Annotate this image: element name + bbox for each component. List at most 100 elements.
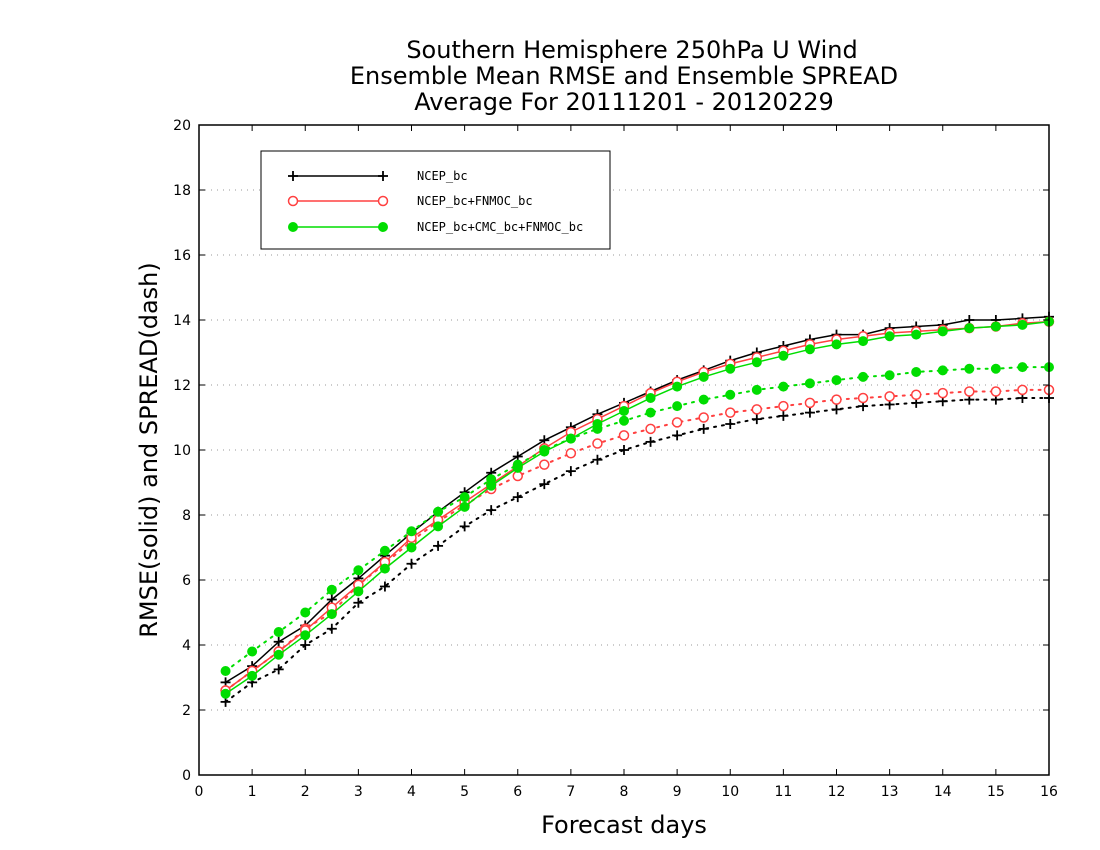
x-tick-label: 10 bbox=[721, 784, 739, 800]
x-tick-label: 3 bbox=[354, 784, 363, 800]
series-rmse-point bbox=[326, 609, 337, 620]
series-spread-point bbox=[619, 445, 629, 455]
series-spread-point bbox=[379, 545, 390, 556]
series-spread-point bbox=[698, 423, 709, 434]
series-rmse-point bbox=[858, 336, 869, 347]
series-spread-point bbox=[698, 394, 709, 405]
series-rmse-point bbox=[379, 563, 390, 574]
series-spread-point bbox=[539, 479, 550, 490]
x-tick-label: 4 bbox=[407, 784, 416, 800]
series-spread-point bbox=[671, 417, 683, 428]
series-spread-point bbox=[725, 407, 736, 418]
series-spread-point bbox=[831, 375, 842, 386]
series-spread-line bbox=[224, 366, 1050, 672]
series-spread-point bbox=[778, 381, 789, 392]
series-rmse-point bbox=[539, 446, 550, 457]
series-rmse-point bbox=[804, 344, 815, 355]
y-tick-label: 10 bbox=[173, 443, 191, 459]
x-tick-label: 14 bbox=[934, 784, 952, 800]
series-spread-point bbox=[990, 363, 1001, 374]
series-spread-point bbox=[406, 558, 417, 569]
series-spread-point bbox=[300, 607, 311, 618]
legend-entry: NCEP_bc+FNMOC_bc bbox=[287, 194, 533, 208]
series-spread-point bbox=[778, 410, 789, 421]
series-2 bbox=[220, 316, 1054, 699]
x-tick-label: 16 bbox=[1040, 784, 1058, 800]
series-spread-point bbox=[778, 400, 789, 412]
series-rmse-point bbox=[565, 433, 576, 444]
series-spread-point bbox=[804, 397, 816, 409]
x-tick-label: 11 bbox=[774, 784, 792, 800]
x-axis-label: Forecast days bbox=[541, 811, 707, 839]
legend-box bbox=[260, 150, 611, 250]
series-rmse-point bbox=[831, 339, 842, 350]
series-spread-point bbox=[512, 492, 523, 503]
y-tick-label: 16 bbox=[173, 248, 191, 264]
legend-marker bbox=[288, 171, 298, 181]
series-spread-point bbox=[247, 646, 258, 657]
series-rmse-point bbox=[273, 649, 284, 660]
y-axis-label: RMSE(solid) and SPREAD(dash) bbox=[135, 262, 163, 638]
series-spread-point bbox=[858, 371, 869, 382]
x-tick-label: 7 bbox=[566, 784, 575, 800]
series-layer bbox=[220, 311, 1055, 707]
series-spread-point bbox=[619, 415, 629, 426]
series-spread-point bbox=[273, 664, 284, 675]
legend-entry: NCEP_bc+CMC_bc+FNMOC_bc bbox=[288, 220, 583, 234]
x-tick-label: 9 bbox=[673, 784, 682, 800]
series-rmse-point bbox=[433, 521, 444, 532]
y-tick-label: 0 bbox=[182, 768, 191, 784]
series-spread-point bbox=[645, 436, 656, 447]
series-rmse-point bbox=[1017, 319, 1028, 330]
series-rmse-point bbox=[247, 670, 258, 681]
series-rmse-point bbox=[751, 357, 762, 368]
legend-marker bbox=[288, 222, 298, 232]
series-spread-point bbox=[645, 407, 656, 418]
x-tick-label: 6 bbox=[513, 784, 522, 800]
series-spread-point bbox=[725, 389, 736, 400]
series-rmse-point bbox=[884, 331, 895, 342]
legend-entry: NCEP_bc bbox=[288, 169, 468, 183]
series-spread-point bbox=[1017, 384, 1028, 396]
x-tick-label: 15 bbox=[987, 784, 1005, 800]
x-tick-label: 12 bbox=[828, 784, 846, 800]
series-spread-point bbox=[910, 389, 922, 400]
series-rmse-point bbox=[937, 326, 948, 337]
series-rmse-point bbox=[619, 406, 629, 416]
y-tick-label: 8 bbox=[182, 508, 191, 524]
legend-label: NCEP_bc bbox=[417, 169, 468, 183]
series-spread-point bbox=[751, 404, 763, 415]
series-spread-point bbox=[459, 492, 470, 503]
series-spread-point bbox=[353, 565, 364, 576]
chart-title-line-2: Ensemble Mean RMSE and Ensemble SPREAD bbox=[350, 62, 898, 90]
series-spread-point bbox=[300, 640, 311, 650]
series-rmse-point bbox=[964, 323, 975, 334]
series-spread-point bbox=[486, 505, 497, 516]
legend-marker bbox=[378, 171, 388, 181]
series-spread-point bbox=[672, 430, 683, 441]
series-spread-point bbox=[433, 540, 444, 551]
series-rmse-point bbox=[406, 542, 417, 553]
y-tick-label: 18 bbox=[173, 183, 191, 199]
series-spread-point bbox=[353, 597, 364, 608]
x-tick-label: 2 bbox=[301, 784, 310, 800]
y-tick-label: 14 bbox=[173, 313, 191, 329]
series-spread-point bbox=[751, 414, 762, 425]
series-rmse-point bbox=[512, 462, 523, 473]
series-spread-point bbox=[804, 378, 815, 389]
series-spread-point bbox=[645, 423, 656, 435]
series-rmse-point bbox=[990, 321, 1001, 332]
x-tick-label: 0 bbox=[195, 784, 204, 800]
series-spread-point bbox=[406, 526, 417, 537]
series-spread-point bbox=[565, 448, 577, 459]
x-tick-label: 1 bbox=[248, 784, 257, 800]
series-spread-point bbox=[273, 627, 284, 637]
series-spread-point bbox=[990, 386, 1002, 397]
series-spread-point bbox=[911, 367, 922, 377]
legend-marker bbox=[377, 195, 389, 207]
series-spread-point bbox=[326, 623, 337, 634]
series-spread-point bbox=[884, 391, 895, 402]
series-spread-point bbox=[751, 384, 762, 395]
series-rmse-point bbox=[911, 329, 922, 340]
series-spread-point bbox=[459, 521, 470, 532]
